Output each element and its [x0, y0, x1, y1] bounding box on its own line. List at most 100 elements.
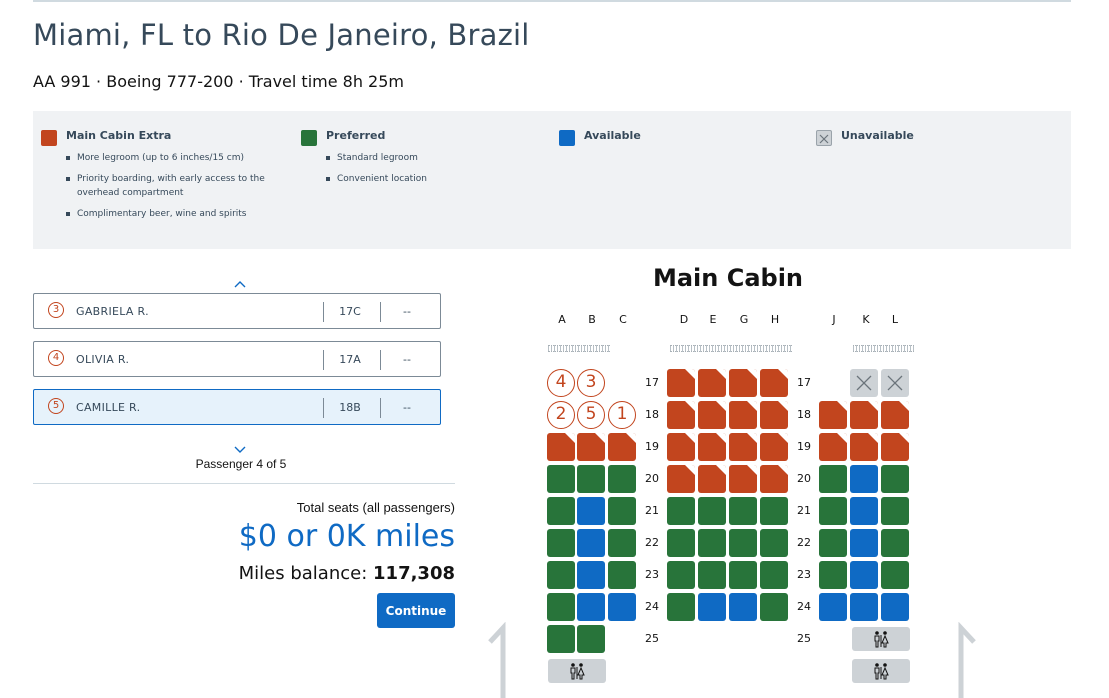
seat-23E[interactable]: [698, 561, 726, 589]
seat-24B[interactable]: [577, 593, 605, 621]
chevron-up-icon[interactable]: [234, 276, 246, 288]
seat-24A[interactable]: [547, 593, 575, 621]
seat-19J[interactable]: [819, 433, 847, 461]
seat-20K[interactable]: [850, 465, 878, 493]
seat-23C[interactable]: [608, 561, 636, 589]
seat-18J[interactable]: [819, 401, 847, 429]
seat-22E[interactable]: [698, 529, 726, 557]
seat-23K[interactable]: [850, 561, 878, 589]
seat-19E[interactable]: [698, 433, 726, 461]
seat-23D[interactable]: [667, 561, 695, 589]
passenger-row[interactable]: 3 GABRIELA R. 17C --: [33, 293, 441, 329]
seat-23H[interactable]: [760, 561, 788, 589]
legend-title: Main Cabin Extra: [66, 129, 172, 142]
seat-18C-assigned[interactable]: 1: [608, 401, 636, 429]
seat-21D[interactable]: [667, 497, 695, 525]
seat-22H[interactable]: [760, 529, 788, 557]
seat-19D[interactable]: [667, 433, 695, 461]
seat-20A[interactable]: [547, 465, 575, 493]
seat-20C[interactable]: [608, 465, 636, 493]
seat-17B-assigned[interactable]: 3: [577, 369, 605, 397]
seat-19H[interactable]: [760, 433, 788, 461]
seat-19K[interactable]: [850, 433, 878, 461]
seat-18E[interactable]: [698, 401, 726, 429]
legend-title: Unavailable: [841, 129, 914, 142]
seat-17G[interactable]: [729, 369, 757, 397]
seat-21L[interactable]: [881, 497, 909, 525]
seat-24J[interactable]: [819, 593, 847, 621]
passenger-name: OLIVIA R.: [76, 353, 130, 366]
seat-19G[interactable]: [729, 433, 757, 461]
column-label: C: [619, 313, 627, 326]
seat-18L[interactable]: [881, 401, 909, 429]
seat-20G[interactable]: [729, 465, 757, 493]
seat-21C[interactable]: [608, 497, 636, 525]
seat-23G[interactable]: [729, 561, 757, 589]
row-label: 22: [645, 536, 659, 549]
seat-19B[interactable]: [577, 433, 605, 461]
passenger-row-selected[interactable]: 5 CAMILLE R. 18B --: [33, 389, 441, 425]
seat-21E[interactable]: [698, 497, 726, 525]
row-label: 24: [645, 600, 659, 613]
seat-19C[interactable]: [608, 433, 636, 461]
seat-22G[interactable]: [729, 529, 757, 557]
seat-22B[interactable]: [577, 529, 605, 557]
seat-22D[interactable]: [667, 529, 695, 557]
passenger-seat-price: --: [403, 401, 411, 414]
seat-20H[interactable]: [760, 465, 788, 493]
seat-21J[interactable]: [819, 497, 847, 525]
seat-21K[interactable]: [850, 497, 878, 525]
legend-benefit: More legroom (up to 6 inches/15 cm): [66, 151, 266, 165]
seat-17H[interactable]: [760, 369, 788, 397]
seat-18H[interactable]: [760, 401, 788, 429]
passenger-seat: 18B: [339, 401, 361, 414]
seat-22C[interactable]: [608, 529, 636, 557]
seat-21G[interactable]: [729, 497, 757, 525]
seat-17A-assigned[interactable]: 4: [547, 369, 575, 397]
seat-17D[interactable]: [667, 369, 695, 397]
passenger-number-badge: 5: [48, 398, 64, 414]
seat-22K[interactable]: [850, 529, 878, 557]
seat-23J[interactable]: [819, 561, 847, 589]
seat-22J[interactable]: [819, 529, 847, 557]
seat-21H[interactable]: [760, 497, 788, 525]
legend-benefit: Standard legroom: [326, 151, 526, 165]
seat-20D[interactable]: [667, 465, 695, 493]
seat-20B[interactable]: [577, 465, 605, 493]
seat-21A[interactable]: [547, 497, 575, 525]
seat-23L[interactable]: [881, 561, 909, 589]
seat-18D[interactable]: [667, 401, 695, 429]
seat-24H[interactable]: [760, 593, 788, 621]
passenger-row[interactable]: 4 OLIVIA R. 17A --: [33, 341, 441, 377]
seat-21B[interactable]: [577, 497, 605, 525]
seat-18B-assigned[interactable]: 5: [577, 401, 605, 429]
column-label: H: [770, 313, 780, 326]
chevron-down-icon[interactable]: [234, 440, 246, 453]
seat-22L[interactable]: [881, 529, 909, 557]
seat-18A-assigned[interactable]: 2: [547, 401, 575, 429]
seat-19A[interactable]: [547, 433, 575, 461]
seat-23B[interactable]: [577, 561, 605, 589]
seat-24L[interactable]: [881, 593, 909, 621]
seat-20L[interactable]: [881, 465, 909, 493]
seat-25B[interactable]: [577, 625, 605, 653]
seat-22A[interactable]: [547, 529, 575, 557]
seat-24E[interactable]: [698, 593, 726, 621]
seat-24D[interactable]: [667, 593, 695, 621]
seat-17E[interactable]: [698, 369, 726, 397]
seat-20J[interactable]: [819, 465, 847, 493]
row-label: 21: [645, 504, 659, 517]
seat-25A[interactable]: [547, 625, 575, 653]
seat-18G[interactable]: [729, 401, 757, 429]
seat-24C[interactable]: [608, 593, 636, 621]
seat-24K[interactable]: [850, 593, 878, 621]
seat-18K[interactable]: [850, 401, 878, 429]
seat-19L[interactable]: [881, 433, 909, 461]
row-label: 25: [797, 632, 811, 645]
seat-24G[interactable]: [729, 593, 757, 621]
seat-20E[interactable]: [698, 465, 726, 493]
continue-button[interactable]: Continue: [377, 593, 455, 628]
seat-23A[interactable]: [547, 561, 575, 589]
row-label: 20: [645, 472, 659, 485]
legend-title: Preferred: [326, 129, 386, 142]
